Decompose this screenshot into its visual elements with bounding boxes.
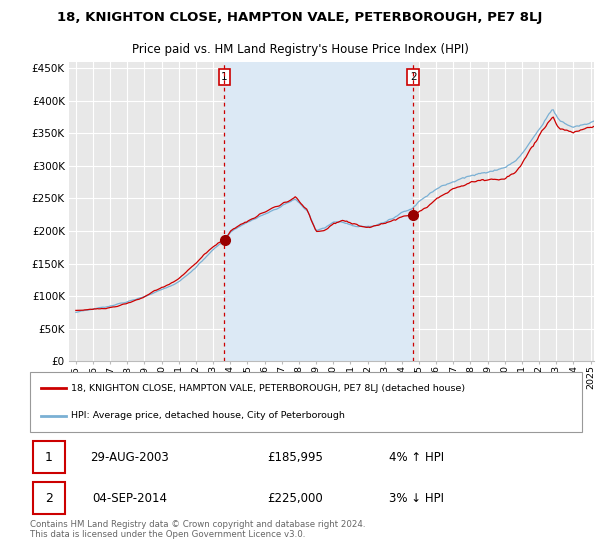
Bar — [224, 62, 413, 361]
Text: 18, KNIGHTON CLOSE, HAMPTON VALE, PETERBOROUGH, PE7 8LJ: 18, KNIGHTON CLOSE, HAMPTON VALE, PETERB… — [58, 11, 542, 24]
Text: 2: 2 — [45, 492, 53, 505]
FancyBboxPatch shape — [33, 441, 65, 473]
Text: Contains HM Land Registry data © Crown copyright and database right 2024.
This d: Contains HM Land Registry data © Crown c… — [30, 520, 365, 539]
Text: HPI: Average price, detached house, City of Peterborough: HPI: Average price, detached house, City… — [71, 412, 345, 421]
Text: 04-SEP-2014: 04-SEP-2014 — [92, 492, 167, 505]
Text: 1: 1 — [45, 451, 53, 464]
Text: 29-AUG-2003: 29-AUG-2003 — [90, 451, 169, 464]
FancyBboxPatch shape — [33, 482, 65, 514]
FancyBboxPatch shape — [30, 372, 582, 432]
Text: 2: 2 — [410, 72, 416, 82]
Text: £225,000: £225,000 — [267, 492, 323, 505]
Text: 1: 1 — [221, 72, 228, 82]
Text: 18, KNIGHTON CLOSE, HAMPTON VALE, PETERBOROUGH, PE7 8LJ (detached house): 18, KNIGHTON CLOSE, HAMPTON VALE, PETERB… — [71, 384, 466, 393]
Text: 3% ↓ HPI: 3% ↓ HPI — [389, 492, 444, 505]
Text: £185,995: £185,995 — [267, 451, 323, 464]
Text: 4% ↑ HPI: 4% ↑ HPI — [389, 451, 444, 464]
Text: Price paid vs. HM Land Registry's House Price Index (HPI): Price paid vs. HM Land Registry's House … — [131, 43, 469, 56]
